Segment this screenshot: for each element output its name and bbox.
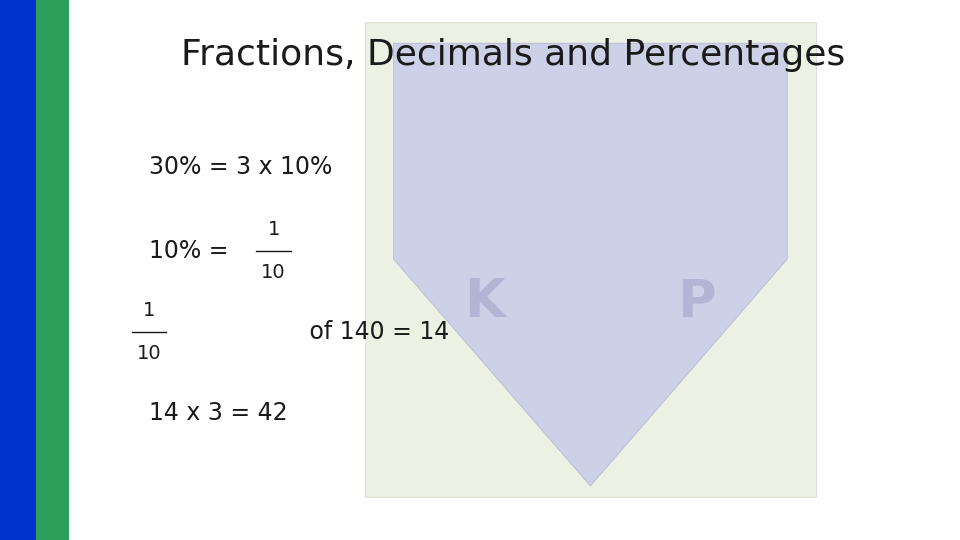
FancyBboxPatch shape	[365, 22, 816, 497]
Polygon shape	[394, 43, 787, 486]
Text: 10% =: 10% =	[149, 239, 236, 263]
Text: P: P	[677, 276, 715, 328]
Text: 30% = 3 x 10%: 30% = 3 x 10%	[149, 156, 332, 179]
FancyBboxPatch shape	[36, 0, 69, 540]
Text: 10: 10	[136, 344, 161, 363]
Text: Fractions, Decimals and Percentages: Fractions, Decimals and Percentages	[181, 38, 846, 72]
Text: 14 x 3 = 42: 14 x 3 = 42	[149, 401, 287, 425]
Text: 1: 1	[268, 220, 279, 239]
Text: K: K	[465, 276, 505, 328]
FancyBboxPatch shape	[0, 0, 36, 540]
Text: 1: 1	[143, 301, 155, 320]
Text: of 140 = 14: of 140 = 14	[302, 320, 449, 344]
Text: 10: 10	[261, 263, 286, 282]
